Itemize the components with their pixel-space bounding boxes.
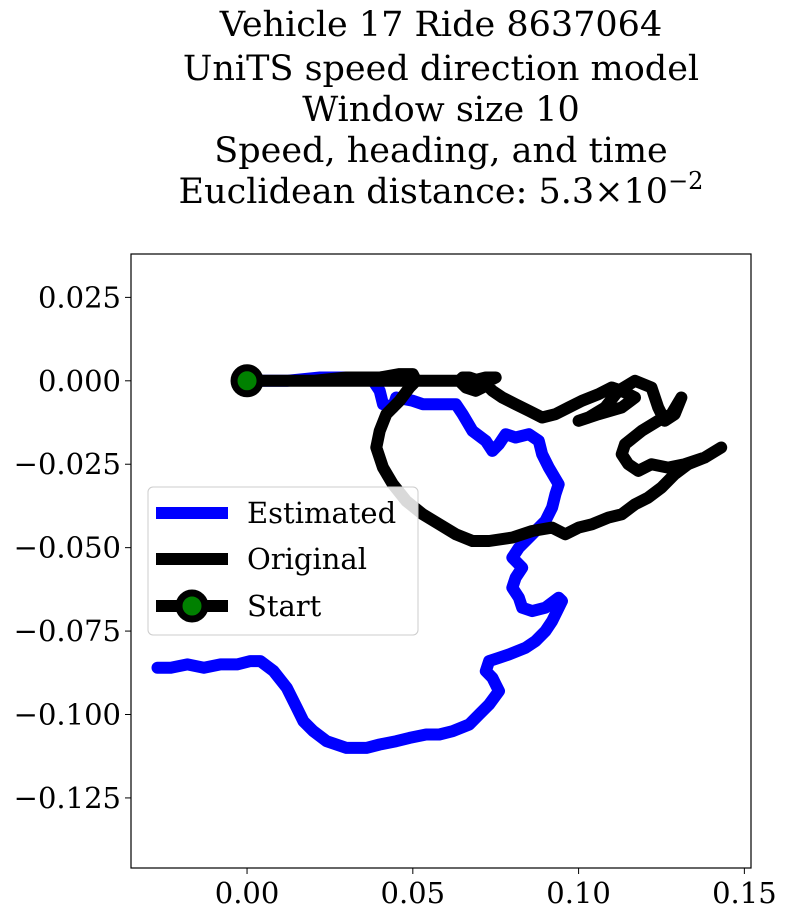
title-line: UniTS speed direction model	[183, 49, 699, 89]
x-tick-label: 0.05	[381, 876, 446, 910]
y-tick-label: −0.125	[14, 781, 121, 815]
y-tick-label: 0.000	[38, 364, 121, 398]
y-tick-label: −0.075	[14, 614, 121, 648]
y-tick-label: 0.025	[38, 280, 121, 314]
x-tick-label: 0.00	[215, 876, 280, 910]
x-tick-label: 0.10	[546, 876, 611, 910]
y-tick-label: −0.025	[14, 447, 121, 481]
title-exponent: −2	[668, 167, 703, 195]
title-line: Vehicle 17 Ride 8637064	[219, 5, 662, 45]
plot-frame	[130, 253, 752, 869]
x-axis: 0.00 0.05 0.10 0.15	[215, 868, 777, 910]
y-tick-label: −0.050	[14, 531, 121, 565]
legend-box	[147, 486, 419, 636]
legend-label: Start	[247, 589, 322, 623]
x-tick-label: 0.15	[712, 876, 777, 910]
title-line: Euclidean distance: 5.3×10−2	[179, 167, 704, 212]
legend: Estimated Original Start	[147, 486, 419, 636]
y-tick-label: −0.100	[14, 698, 121, 732]
legend-label: Original	[247, 542, 367, 576]
legend-marker	[175, 589, 209, 623]
title-line: Window size 10	[302, 90, 580, 130]
start-marker	[230, 364, 264, 398]
y-axis: 0.025 0.000 −0.025 −0.050 −0.075 −0.100 −0.125	[14, 280, 131, 815]
series-line-estimated	[151, 371, 568, 754]
legend-label: Estimated	[247, 496, 396, 530]
title-line: Speed, heading, and time	[214, 131, 667, 171]
